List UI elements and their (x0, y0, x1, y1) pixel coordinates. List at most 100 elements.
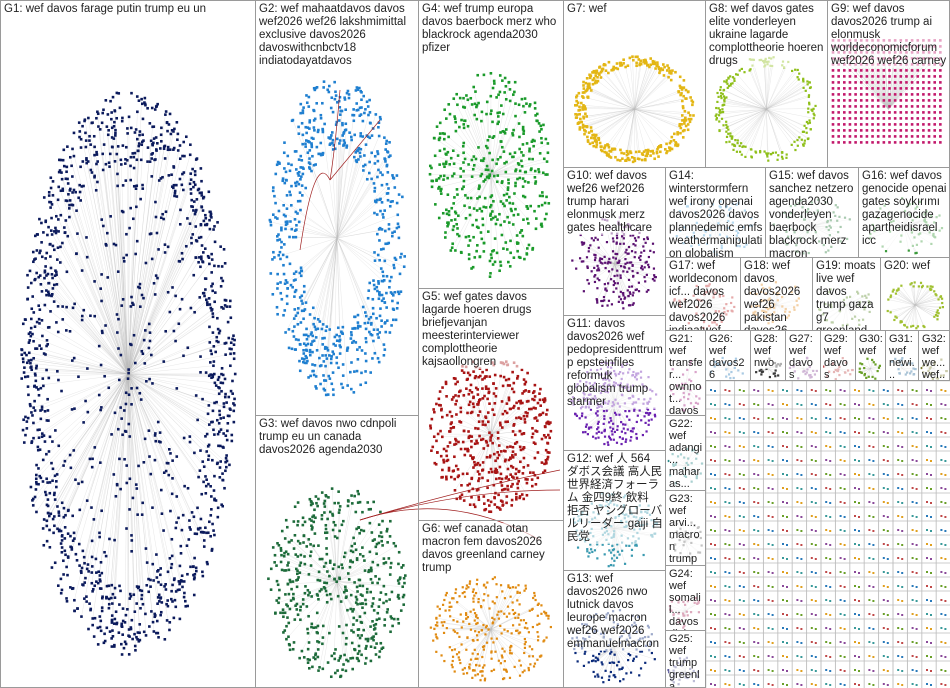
edge (127, 365, 214, 375)
edge (334, 581, 338, 654)
edge (274, 555, 338, 582)
edge (127, 373, 225, 407)
edge (490, 385, 510, 435)
edge (490, 434, 514, 478)
edge (336, 543, 378, 582)
edge (36, 373, 129, 513)
edge (127, 116, 130, 375)
edge (127, 373, 211, 537)
edge (473, 434, 492, 468)
edge (336, 152, 361, 239)
edge (127, 206, 202, 375)
edge (48, 283, 129, 375)
edge (296, 237, 338, 272)
edge (336, 237, 385, 350)
edge (127, 333, 220, 375)
edge (336, 581, 366, 664)
edge (490, 161, 548, 175)
edge (127, 373, 154, 623)
edge (455, 131, 492, 175)
edge (331, 488, 338, 582)
edge (466, 95, 492, 175)
edge (108, 134, 129, 375)
edge (56, 274, 129, 375)
edge (48, 227, 129, 375)
edge (285, 237, 338, 333)
edge (490, 434, 507, 503)
edge (336, 564, 342, 582)
edge (127, 373, 209, 414)
edge (127, 373, 129, 636)
edge (127, 131, 141, 375)
edge (490, 434, 513, 485)
edge (316, 581, 338, 633)
edge (127, 158, 198, 375)
edge (127, 257, 196, 375)
edge (127, 373, 210, 376)
edge (31, 359, 129, 375)
edge (127, 373, 151, 580)
edge (127, 224, 202, 375)
edge (490, 174, 508, 250)
edge (336, 237, 375, 330)
edge (127, 165, 131, 375)
edge (460, 98, 492, 175)
edge (490, 385, 509, 435)
edge (442, 434, 492, 437)
edge (125, 373, 129, 432)
edge (280, 581, 338, 613)
edge (453, 98, 492, 175)
edge (294, 237, 338, 319)
edge (322, 129, 338, 239)
edge (490, 174, 528, 255)
edge (490, 143, 548, 175)
edge (332, 529, 338, 582)
edge (464, 434, 492, 501)
edge (336, 581, 376, 629)
edge (450, 616, 492, 630)
edge (336, 530, 340, 582)
edge (490, 94, 514, 175)
edge (476, 584, 492, 630)
edge (490, 158, 545, 175)
edge (127, 309, 213, 375)
edge (490, 164, 520, 175)
edge (127, 373, 215, 383)
edge (490, 399, 533, 435)
edge (336, 237, 348, 386)
edge (127, 346, 214, 375)
edge (127, 373, 224, 434)
edge (336, 153, 379, 239)
edge (127, 373, 142, 599)
edge (62, 373, 129, 503)
edge (336, 188, 389, 239)
edge (336, 561, 373, 582)
edge (127, 373, 199, 478)
edge (455, 174, 492, 220)
edge (127, 373, 161, 616)
edge (330, 137, 338, 239)
edge (127, 219, 164, 375)
edge (50, 187, 129, 375)
edge (127, 373, 159, 423)
edge (79, 373, 129, 545)
edge (109, 166, 129, 375)
edge (443, 434, 492, 450)
edge (490, 434, 508, 448)
edge (490, 402, 523, 435)
edge (84, 119, 129, 375)
edge (336, 581, 354, 633)
edge (127, 173, 191, 375)
edge (79, 373, 129, 510)
edge (296, 225, 338, 239)
edge (127, 373, 132, 552)
edge (127, 373, 171, 454)
edge (127, 340, 151, 375)
edge (46, 373, 129, 521)
edge (488, 412, 492, 435)
edge (127, 373, 130, 437)
edge (52, 277, 129, 375)
edge (127, 373, 206, 437)
edge (127, 114, 166, 375)
edge (490, 434, 529, 466)
